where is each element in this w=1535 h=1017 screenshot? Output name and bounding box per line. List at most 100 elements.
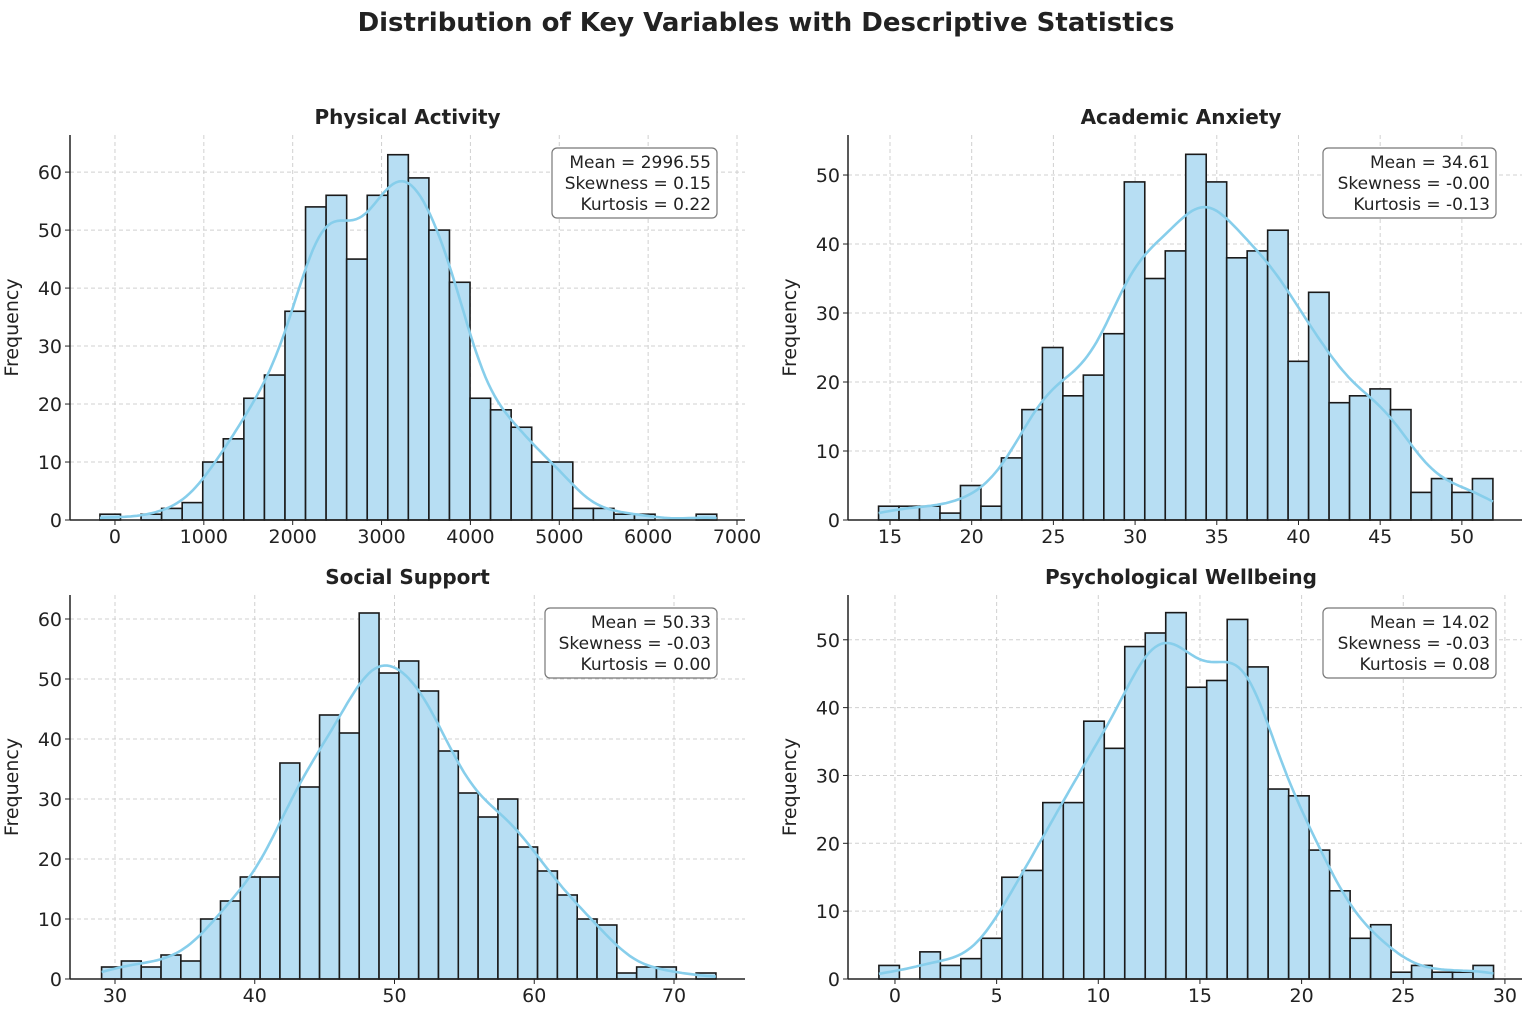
histogram-bar [180, 960, 202, 980]
x-tick-label: 3000 [357, 526, 405, 548]
histogram-bar [1103, 332, 1126, 521]
histogram-bar [1266, 229, 1289, 521]
x-tick-label: 45 [1368, 526, 1392, 548]
stats-line: Kurtosis = 0.00 [581, 655, 711, 675]
histogram-bar [516, 846, 539, 980]
histogram-bar [386, 153, 410, 521]
y-tick-label: 50 [38, 220, 62, 242]
x-tick-label: 7000 [713, 526, 761, 548]
histogram-bar [616, 972, 638, 980]
subplot-title: Psychological Wellbeing [1045, 565, 1317, 589]
x-tick-label: 35 [1205, 526, 1229, 548]
histogram-bar [1021, 869, 1044, 980]
histogram-bar [551, 461, 574, 521]
x-tick-label: 6000 [624, 526, 672, 548]
y-tick-label: 50 [38, 669, 62, 691]
y-tick-label: 30 [38, 336, 62, 358]
histogram-bar [477, 816, 499, 980]
histogram-bar [1082, 374, 1105, 521]
y-tick-label: 50 [816, 630, 840, 652]
histogram-bar [201, 461, 225, 521]
histogram-bar [428, 229, 451, 521]
y-tick-label: 30 [38, 789, 62, 811]
histogram-bar [1410, 491, 1433, 521]
histogram-bar [1287, 360, 1310, 521]
histogram-bar [536, 870, 559, 980]
x-tick-label: 5 [991, 985, 1003, 1007]
histogram-bar [259, 876, 281, 980]
y-tick-label: 40 [816, 234, 840, 256]
histogram-bar [572, 507, 595, 521]
histogram-bar [1267, 788, 1290, 980]
x-tick-label: 40 [1286, 526, 1310, 548]
y-tick-label: 0 [828, 510, 840, 532]
histogram-bar [1042, 801, 1065, 980]
y-axis-label: Frequency [1, 738, 23, 836]
subplot-title: Physical Activity [314, 105, 500, 129]
stats-line: Mean = 34.61 [1370, 153, 1490, 173]
subplot-physical-activity: 0 1000 2000 3000 4000 5000 6000 7000 0 10 20 30 40 50… [1, 105, 761, 548]
histogram-bar [219, 900, 242, 980]
subplot-social-support: 30 40 50 60 70 0 10 20 30 40 50 60 Social Support Fre… [1, 565, 745, 1007]
stats-line: Kurtosis = -0.13 [1353, 195, 1490, 215]
histogram-bar [239, 876, 261, 980]
y-axis-label: Frequency [1, 278, 23, 376]
histogram-bar [556, 894, 579, 980]
y-axis-label: Frequency [779, 738, 801, 836]
histogram-bar [1225, 257, 1248, 521]
histogram-bar [1430, 477, 1453, 521]
histogram-bar [960, 957, 983, 980]
x-tick-label: 20 [960, 526, 984, 548]
histogram-bar [1348, 395, 1371, 521]
x-tick-label: 20 [1290, 985, 1314, 1007]
histogram-bar [980, 937, 1003, 980]
stats-line: Skewness = -0.00 [1338, 174, 1490, 194]
histogram-bar [1062, 395, 1085, 521]
x-tick-label: 30 [1123, 526, 1147, 548]
subplot-psychological-wellbeing: 0 5 10 15 20 25 30 0 10 20 30 40 50 Psychological Wel… [779, 565, 1522, 1007]
stats-line: Skewness = -0.03 [1338, 634, 1490, 654]
y-tick-label: 30 [816, 765, 840, 787]
x-tick-label: 30 [103, 985, 127, 1007]
stats-box [1322, 147, 1497, 219]
histogram-bar [1431, 971, 1454, 980]
histogram-bar [279, 762, 301, 980]
histogram-bar [345, 258, 369, 521]
y-tick-label: 20 [38, 849, 62, 871]
histogram-bar [398, 660, 420, 980]
histogram-bar [437, 750, 460, 980]
histogram-bar [284, 310, 307, 521]
x-tick-label: 25 [1391, 985, 1415, 1007]
histogram-bar [1205, 181, 1228, 521]
y-axis-label: Frequency [779, 278, 801, 376]
y-tick-label: 10 [816, 901, 840, 923]
histogram-bar [1389, 408, 1412, 521]
x-tick-label: 2000 [269, 526, 317, 548]
subplot-title: Academic Anxiety [1081, 105, 1282, 129]
x-tick-label: 0 [889, 985, 901, 1007]
histogram-bar [338, 732, 361, 980]
y-tick-label: 10 [38, 452, 62, 474]
histogram-bar [263, 374, 286, 521]
y-tick-label: 10 [38, 909, 62, 931]
stats-line: Mean = 2996.55 [569, 153, 711, 173]
kde-curve [99, 179, 717, 520]
x-tick-label: 40 [243, 985, 267, 1007]
histogram-bar [980, 505, 1003, 521]
x-tick-label: 0 [109, 526, 121, 548]
histogram-bar [457, 792, 479, 980]
stats-line: Mean = 50.33 [591, 613, 711, 633]
x-tick-label: 25 [1041, 526, 1065, 548]
histogram-bar [298, 786, 321, 980]
x-tick-label: 70 [662, 985, 686, 1007]
histogram-bar [1451, 971, 1474, 980]
y-tick-label: 0 [50, 969, 62, 991]
x-tick-label: 4000 [446, 526, 494, 548]
histogram-bar [1390, 971, 1413, 980]
stats-box [1322, 607, 1497, 679]
kde-curve [878, 205, 1494, 515]
histogram-bar [1123, 645, 1147, 980]
histogram-bar [1308, 849, 1331, 980]
histogram-bar [1205, 679, 1228, 980]
histogram-bar [222, 438, 245, 521]
